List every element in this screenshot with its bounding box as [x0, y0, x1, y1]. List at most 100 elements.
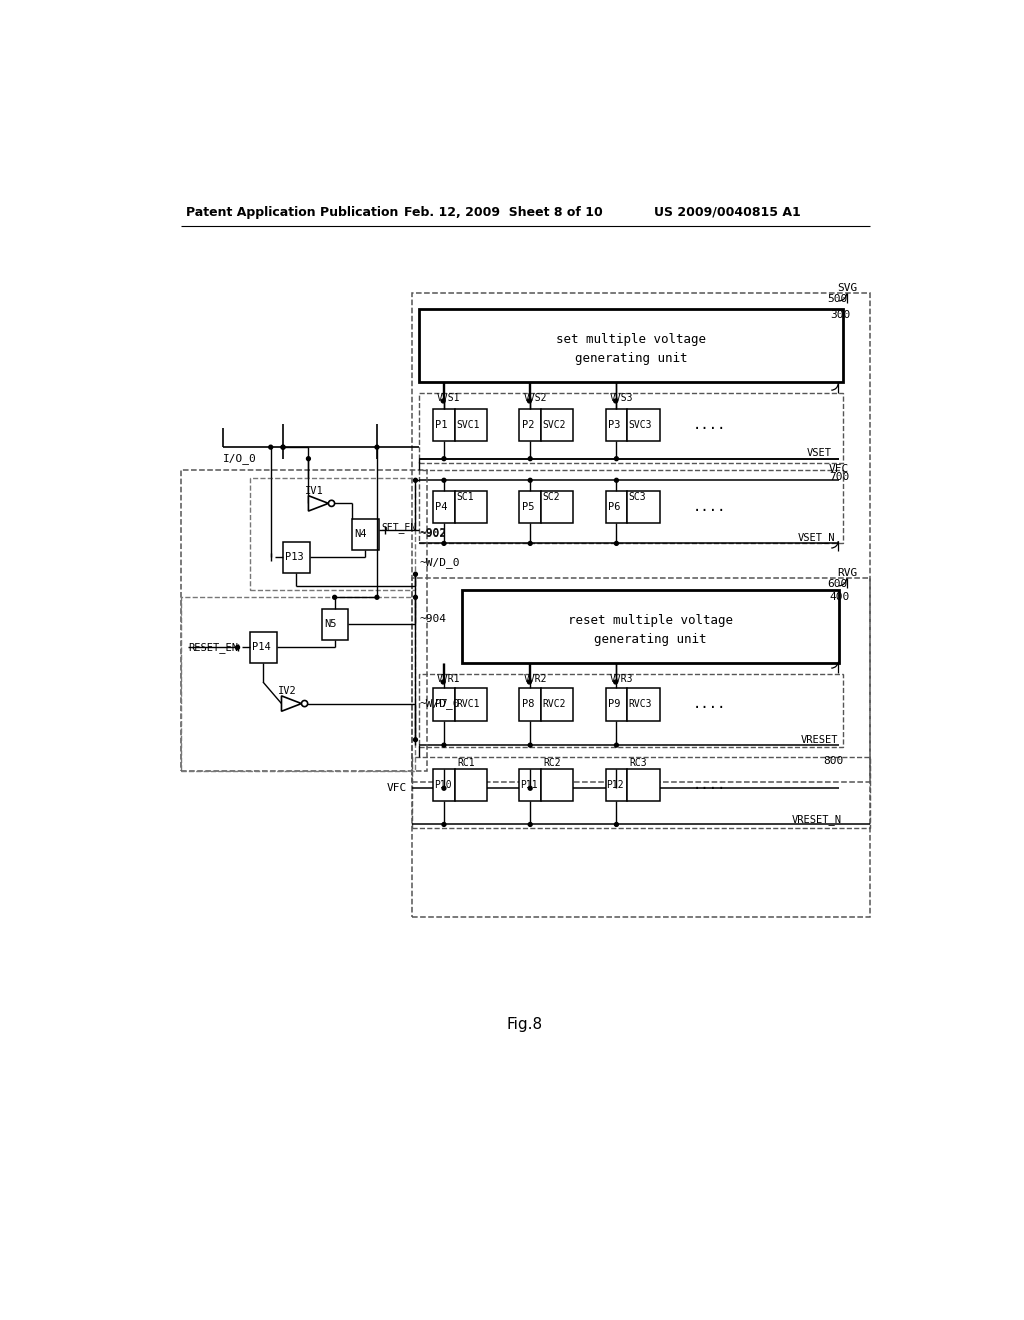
Text: VSET_N: VSET_N — [798, 532, 836, 544]
Text: P10: P10 — [434, 780, 452, 791]
Circle shape — [527, 680, 531, 684]
Bar — [433, 688, 455, 721]
Circle shape — [442, 822, 445, 826]
Bar — [519, 770, 541, 801]
Text: VSET: VSET — [807, 449, 831, 458]
Text: VRESET: VRESET — [801, 735, 838, 744]
Text: reset multiple voltage: reset multiple voltage — [568, 614, 733, 627]
Text: 700: 700 — [829, 473, 849, 482]
Circle shape — [528, 822, 532, 826]
Text: ....: .... — [692, 779, 726, 792]
Circle shape — [442, 541, 445, 545]
Bar — [412, 293, 869, 917]
Bar — [519, 409, 541, 441]
Bar — [605, 491, 628, 524]
Bar — [519, 688, 541, 721]
Circle shape — [442, 457, 445, 461]
Circle shape — [613, 399, 617, 403]
Text: generating unit: generating unit — [594, 634, 707, 647]
Text: ~904: ~904 — [419, 614, 446, 624]
Text: 400: 400 — [829, 593, 850, 602]
Circle shape — [442, 478, 445, 482]
Text: RC3: RC3 — [630, 758, 647, 768]
Bar — [628, 770, 659, 801]
Text: ~902: ~902 — [419, 528, 446, 539]
Text: VVS2: VVS2 — [523, 393, 547, 403]
Circle shape — [528, 743, 532, 747]
Circle shape — [528, 787, 532, 791]
Bar — [419, 675, 843, 747]
Bar — [541, 409, 573, 441]
Text: SVC2: SVC2 — [543, 420, 566, 430]
Text: SC2: SC2 — [543, 492, 560, 502]
Bar — [250, 478, 416, 590]
Circle shape — [442, 743, 445, 747]
Bar — [519, 491, 541, 524]
Polygon shape — [282, 696, 301, 711]
Bar — [419, 393, 843, 462]
Text: N5: N5 — [325, 619, 337, 630]
Text: set multiple voltage: set multiple voltage — [556, 333, 707, 346]
Text: SC3: SC3 — [629, 492, 646, 502]
Text: IV2: IV2 — [279, 686, 297, 696]
Bar — [541, 770, 573, 801]
Text: 300: 300 — [829, 310, 850, 321]
Text: P8: P8 — [521, 700, 535, 709]
Text: ~W/D_0: ~W/D_0 — [419, 698, 460, 709]
Circle shape — [301, 701, 307, 706]
Circle shape — [614, 822, 618, 826]
Bar — [455, 770, 487, 801]
Bar — [433, 770, 455, 801]
Text: ....: .... — [692, 500, 726, 515]
Text: P5: P5 — [521, 502, 535, 512]
Text: I/O_0: I/O_0 — [223, 453, 257, 465]
Text: SVC3: SVC3 — [629, 420, 652, 430]
Bar — [283, 543, 310, 573]
Circle shape — [613, 680, 617, 684]
Circle shape — [442, 787, 445, 791]
Text: P13: P13 — [286, 552, 304, 562]
Bar — [541, 491, 573, 524]
Text: P14: P14 — [252, 643, 271, 652]
Circle shape — [333, 595, 337, 599]
Text: P12: P12 — [606, 780, 624, 791]
Circle shape — [375, 595, 379, 599]
Circle shape — [329, 500, 335, 507]
Bar — [628, 688, 659, 721]
Circle shape — [414, 478, 418, 482]
Bar — [605, 770, 628, 801]
Circle shape — [282, 445, 285, 449]
Text: VRESET_N: VRESET_N — [792, 813, 842, 825]
Circle shape — [528, 478, 532, 482]
Text: VVR2: VVR2 — [523, 675, 547, 684]
Text: P7: P7 — [435, 700, 447, 709]
Text: SVG: SVG — [838, 282, 858, 293]
Bar — [419, 470, 843, 544]
Text: P9: P9 — [608, 700, 621, 709]
Bar — [462, 590, 839, 663]
Circle shape — [414, 738, 418, 742]
Bar — [433, 409, 455, 441]
Bar — [455, 491, 487, 524]
Circle shape — [528, 457, 532, 461]
Text: P3: P3 — [608, 420, 621, 430]
Text: RVC3: RVC3 — [629, 700, 652, 709]
Text: ~902: ~902 — [419, 529, 446, 539]
Text: 600: 600 — [827, 579, 848, 589]
Bar — [180, 470, 427, 771]
Bar — [322, 609, 348, 640]
Text: Feb. 12, 2009  Sheet 8 of 10: Feb. 12, 2009 Sheet 8 of 10 — [403, 206, 603, 219]
Text: VFC: VFC — [386, 783, 407, 793]
Text: 800: 800 — [823, 756, 844, 767]
Text: US 2009/0040815 A1: US 2009/0040815 A1 — [654, 206, 801, 219]
Circle shape — [614, 541, 618, 545]
Bar — [541, 688, 573, 721]
Text: RC2: RC2 — [544, 758, 561, 768]
Text: VVS1: VVS1 — [437, 393, 461, 403]
Bar — [605, 409, 628, 441]
Bar — [455, 409, 487, 441]
Text: N4: N4 — [354, 529, 368, 539]
Text: ....: .... — [692, 418, 726, 432]
Bar — [628, 491, 659, 524]
Text: RVC1: RVC1 — [457, 700, 480, 709]
